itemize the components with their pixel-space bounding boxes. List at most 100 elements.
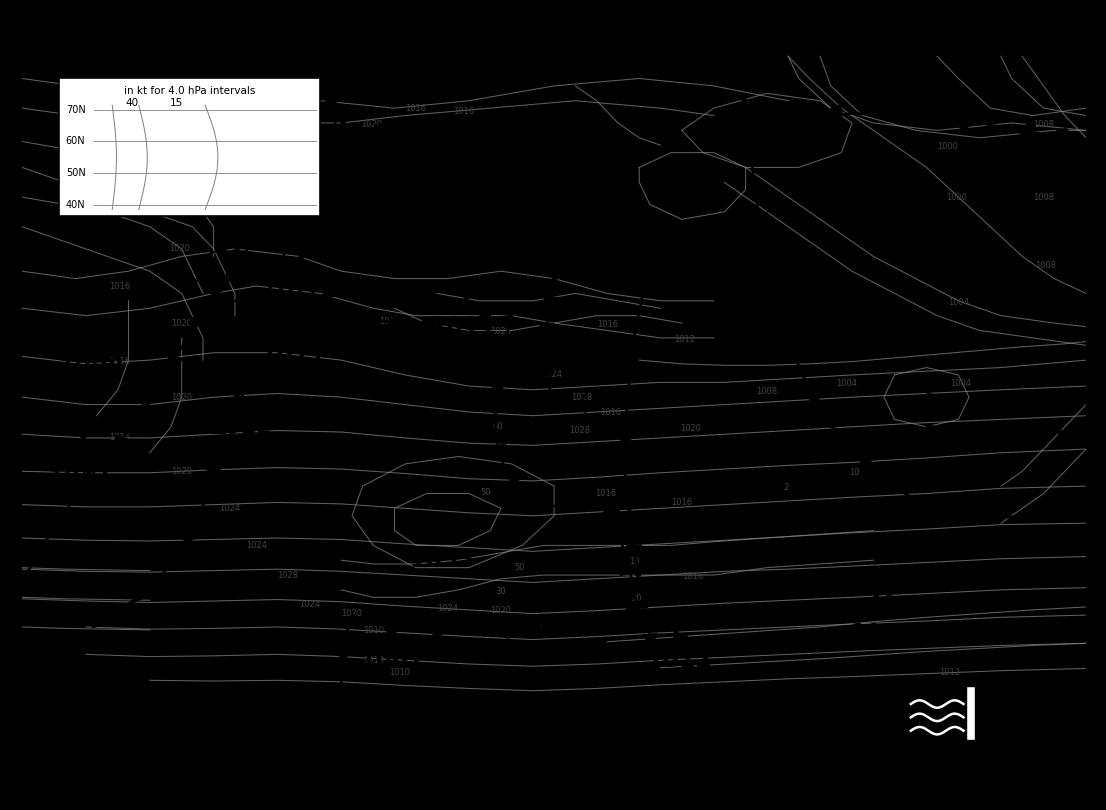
Polygon shape (762, 276, 780, 289)
Polygon shape (957, 113, 971, 130)
Polygon shape (291, 187, 306, 200)
Text: 60N: 60N (65, 137, 85, 147)
Text: 60: 60 (492, 422, 503, 432)
Text: 10: 10 (260, 221, 273, 231)
Text: 1016: 1016 (597, 320, 618, 329)
Text: 1028: 1028 (278, 570, 299, 580)
Polygon shape (618, 436, 633, 446)
Polygon shape (488, 405, 503, 416)
Text: 9: 9 (1056, 429, 1068, 447)
Text: 1024: 1024 (246, 541, 267, 550)
Polygon shape (184, 532, 197, 544)
Text: 40N: 40N (65, 200, 85, 211)
Polygon shape (539, 322, 554, 334)
Polygon shape (313, 150, 327, 163)
Text: 1016: 1016 (405, 104, 426, 113)
Text: 1010: 1010 (556, 134, 622, 159)
Text: 1016: 1016 (109, 433, 131, 442)
Bar (60, 79, 320, 215)
Polygon shape (14, 580, 30, 593)
Polygon shape (877, 475, 896, 489)
Polygon shape (431, 623, 444, 638)
Text: 1024: 1024 (437, 604, 458, 613)
Polygon shape (31, 550, 45, 563)
Polygon shape (92, 616, 107, 628)
Polygon shape (637, 285, 653, 296)
Text: 50: 50 (481, 488, 491, 497)
Polygon shape (893, 105, 906, 123)
Polygon shape (373, 124, 385, 140)
Text: 1016: 1016 (109, 357, 131, 366)
Polygon shape (591, 213, 607, 227)
Polygon shape (1020, 124, 1035, 141)
Polygon shape (490, 384, 505, 394)
Text: in kt for 4.0 hPa intervals: in kt for 4.0 hPa intervals (124, 86, 255, 96)
Text: 1018: 1018 (849, 622, 915, 646)
Polygon shape (928, 501, 948, 513)
Polygon shape (541, 621, 552, 636)
Polygon shape (116, 436, 131, 449)
Bar (967, 686, 975, 740)
Text: 1033: 1033 (409, 548, 476, 572)
Text: 1004: 1004 (836, 379, 857, 388)
Text: 1008: 1008 (59, 356, 124, 380)
Polygon shape (620, 390, 636, 400)
Text: 1020: 1020 (171, 393, 192, 402)
Polygon shape (626, 338, 641, 348)
Polygon shape (421, 318, 432, 332)
Polygon shape (133, 590, 148, 603)
Text: H: H (431, 517, 453, 544)
Text: metoffice.gov: metoffice.gov (972, 719, 1035, 728)
Polygon shape (623, 364, 638, 374)
Polygon shape (169, 554, 184, 566)
Text: L: L (581, 103, 598, 131)
Polygon shape (620, 501, 636, 512)
Text: L: L (460, 284, 478, 311)
Text: 2: 2 (783, 483, 789, 492)
Text: L: L (337, 105, 355, 134)
Text: 1008: 1008 (303, 137, 369, 161)
Polygon shape (539, 369, 554, 380)
Text: 1024: 1024 (542, 370, 563, 379)
Text: 1019: 1019 (505, 245, 571, 268)
Text: H: H (218, 231, 241, 259)
Text: 1020: 1020 (490, 606, 511, 615)
Text: L: L (924, 392, 940, 420)
Text: 1020: 1020 (361, 120, 382, 129)
Text: 1016: 1016 (599, 407, 622, 416)
Text: 40: 40 (539, 624, 549, 633)
Text: 1011: 1011 (431, 315, 497, 339)
Text: 1016: 1016 (109, 282, 131, 291)
Polygon shape (232, 254, 248, 266)
Text: 1012: 1012 (647, 648, 712, 672)
Text: 1020: 1020 (342, 609, 363, 618)
Text: 50: 50 (514, 563, 525, 572)
Text: 1020: 1020 (680, 424, 701, 433)
Polygon shape (576, 151, 592, 163)
Polygon shape (628, 235, 645, 249)
Text: 1016: 1016 (682, 572, 703, 581)
Polygon shape (742, 152, 760, 165)
Text: 30: 30 (495, 587, 507, 596)
Polygon shape (620, 566, 641, 575)
Text: 1028: 1028 (570, 426, 591, 435)
Polygon shape (190, 317, 205, 330)
Polygon shape (764, 113, 779, 130)
Polygon shape (499, 623, 510, 638)
Polygon shape (169, 354, 184, 367)
Text: 999: 999 (907, 424, 957, 448)
Text: 1020: 1020 (166, 170, 187, 179)
Polygon shape (490, 445, 505, 456)
Polygon shape (643, 633, 657, 645)
Polygon shape (324, 95, 337, 105)
Text: 1012: 1012 (675, 335, 696, 344)
Text: 1007: 1007 (617, 261, 682, 284)
Text: L: L (87, 324, 105, 352)
Text: 1000: 1000 (937, 143, 958, 151)
Text: 1016: 1016 (595, 489, 616, 498)
Polygon shape (617, 458, 632, 468)
Polygon shape (386, 621, 398, 636)
Polygon shape (336, 650, 351, 661)
Text: L: L (231, 383, 249, 411)
Polygon shape (536, 498, 553, 509)
